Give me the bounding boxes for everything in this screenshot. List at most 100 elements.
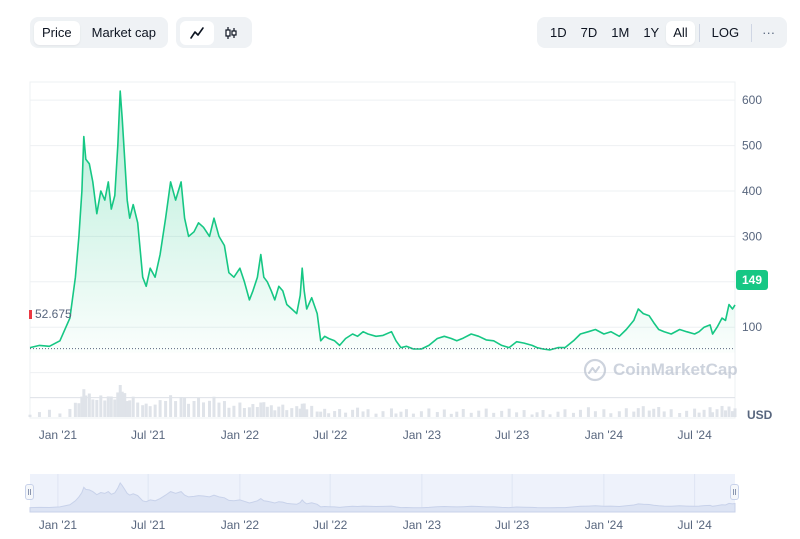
volume-bar — [255, 406, 259, 417]
currency-label: USD — [747, 408, 773, 422]
range-7d-button[interactable]: 7D — [580, 24, 598, 40]
range-1y-button[interactable]: 1Y — [643, 24, 660, 40]
volume-bar — [174, 401, 178, 417]
volume-bar — [435, 412, 439, 417]
volume-bar — [118, 385, 122, 417]
volume-bar — [484, 408, 488, 417]
volume-bar — [265, 406, 269, 417]
volume-bar — [708, 407, 712, 417]
volume-bar — [647, 410, 651, 417]
volume-bar — [657, 407, 661, 417]
volume-bar — [87, 393, 91, 417]
volume-bar — [207, 400, 211, 417]
volume-bar — [624, 408, 628, 417]
x-tick-label: Jan '21 — [39, 428, 78, 442]
volume-bar — [285, 410, 289, 417]
range-1m-button[interactable]: 1M — [611, 24, 630, 40]
volume-bar — [492, 412, 496, 417]
more-options-button[interactable]: ··· — [762, 24, 776, 40]
volume-bar — [73, 402, 77, 417]
navigator-left-handle[interactable] — [25, 484, 34, 500]
watermark: CoinMarketCap — [583, 358, 738, 382]
log-scale-button[interactable]: LOG — [711, 24, 740, 40]
volume-bar — [179, 396, 183, 417]
volume-bar — [711, 412, 715, 417]
volume-bar — [609, 413, 613, 417]
volume-bar — [442, 409, 446, 417]
market-cap-tab[interactable]: Market cap — [91, 24, 156, 40]
volume-bar — [144, 403, 148, 417]
volume-bar — [109, 396, 113, 417]
volume-bar — [461, 409, 465, 417]
volume-bar — [222, 401, 226, 417]
volume-bar — [273, 410, 277, 417]
volume-bar — [277, 406, 281, 417]
coinmarketcap-logo-icon — [583, 358, 607, 382]
volume-bar — [227, 407, 231, 417]
volume-bar — [733, 408, 737, 417]
navigator-tick-label: Jul '23 — [495, 518, 530, 532]
navigator-series — [29, 481, 736, 513]
x-tick-label: Jul '23 — [495, 428, 530, 442]
volume-bar — [269, 405, 273, 417]
navigator-tick-label: Jul '21 — [131, 518, 166, 532]
volume-bar — [116, 392, 120, 417]
navigator-tick-label: Jan '22 — [221, 518, 260, 532]
volume-bar — [99, 395, 103, 417]
volume-bar — [715, 409, 719, 417]
y-tick-label: 600 — [742, 93, 762, 107]
range-1d-button[interactable]: 1D — [550, 24, 567, 40]
candlestick-icon — [225, 26, 237, 39]
candlestick-button[interactable] — [214, 21, 248, 45]
volume-bar — [197, 397, 201, 417]
volume-bar — [702, 409, 706, 417]
volume-bar — [652, 408, 656, 417]
volume-bar — [720, 405, 724, 417]
range-toggle: 1D 7D 1M 1Y All LOG ··· — [537, 17, 788, 48]
volume-bar — [128, 400, 132, 417]
volume-bar — [678, 413, 682, 417]
volume-bar — [500, 410, 504, 417]
navigator-tick-label: Jan '24 — [585, 518, 624, 532]
volume-bar — [636, 408, 640, 417]
x-tick-label: Jul '21 — [131, 428, 166, 442]
volume-bar — [327, 413, 331, 417]
toolbar-divider — [698, 23, 700, 42]
reference-marker-icon — [29, 309, 32, 319]
volume-bar — [507, 408, 511, 417]
volume-bar — [68, 408, 72, 417]
volume-bar — [58, 413, 62, 417]
reference-price-label: 52.675 — [29, 307, 72, 321]
line-chart-button[interactable] — [180, 20, 214, 45]
volume-bar — [28, 414, 32, 417]
volume-bar — [593, 411, 597, 417]
volume-bar — [697, 412, 701, 417]
navigator-right-handle[interactable] — [730, 484, 739, 500]
price-tab[interactable]: Price — [34, 20, 80, 45]
volume-bar — [106, 396, 110, 417]
x-tick-label: Jan '23 — [403, 428, 442, 442]
volume-bar — [449, 413, 453, 417]
x-tick-label: Jul '22 — [313, 428, 348, 442]
range-all-button[interactable]: All — [666, 20, 695, 45]
volume-bar — [141, 405, 145, 417]
volume-bar — [356, 407, 360, 417]
volume-bar — [47, 409, 51, 417]
volume-bar — [541, 410, 545, 417]
volume-bar — [469, 412, 473, 417]
volume-bar — [169, 395, 173, 417]
volume-bar — [80, 396, 84, 417]
volume-bar — [662, 411, 666, 417]
volume-bar — [399, 411, 403, 417]
volume-bar — [632, 411, 636, 417]
volume-bar — [37, 412, 41, 417]
volume-bar — [361, 411, 365, 417]
volume-bar — [586, 407, 590, 417]
price-line — [29, 90, 736, 351]
volume-bar — [91, 399, 95, 417]
volume-bar — [374, 413, 378, 417]
chart-type-toggle — [176, 17, 252, 48]
y-tick-label: 400 — [742, 184, 762, 198]
volume-bar — [148, 406, 152, 417]
